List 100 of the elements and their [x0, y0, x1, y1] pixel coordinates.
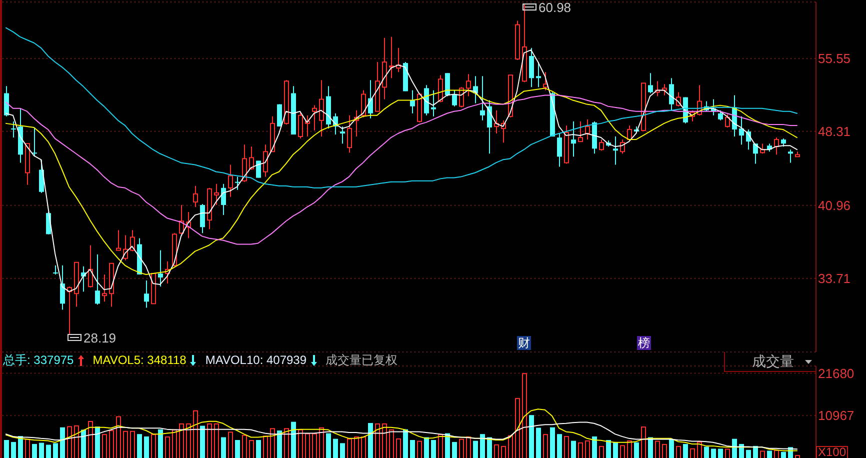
- bar: [200, 426, 205, 458]
- candlestick: [410, 90, 415, 114]
- bar: [340, 443, 345, 458]
- bar: [291, 422, 296, 458]
- y-axis-title: X100: [816, 445, 848, 458]
- annotation: 成交量已复权: [326, 353, 398, 367]
- bar: [487, 437, 492, 458]
- bar: [480, 434, 485, 458]
- candlestick: [571, 120, 576, 158]
- annotation: 成交量: [752, 353, 794, 370]
- candlestick: [95, 254, 100, 306]
- bar: [277, 430, 282, 458]
- candlestick: [193, 185, 198, 208]
- bar: [445, 433, 450, 458]
- bar: [53, 443, 58, 458]
- candlestick: [613, 136, 618, 166]
- y-tick-label: 40.96: [818, 198, 851, 214]
- bar: [32, 444, 37, 458]
- candlestick: [319, 80, 324, 138]
- bar: [529, 415, 534, 458]
- line-series: [6, 94, 798, 245]
- bar: [424, 437, 429, 458]
- candlestick: [144, 280, 149, 308]
- bar: [4, 440, 9, 458]
- candlestick: [347, 114, 352, 154]
- candlestick: [214, 183, 219, 206]
- bar: [326, 433, 331, 458]
- bar: [683, 444, 688, 458]
- candlestick: [60, 264, 65, 310]
- candlestick: [480, 76, 485, 121]
- bar: [221, 437, 226, 458]
- annotation: 总手: 337975: [3, 353, 74, 367]
- bar: [431, 440, 436, 458]
- bar: [746, 450, 751, 458]
- bar: [158, 429, 163, 458]
- candlestick: [53, 264, 58, 275]
- bar: [46, 444, 51, 458]
- bar: [753, 446, 758, 458]
- bar: [256, 440, 261, 458]
- bar: [473, 440, 478, 458]
- bar: [571, 440, 576, 458]
- bar: [613, 442, 618, 458]
- candlestick: [431, 90, 436, 117]
- candlestick: [200, 203, 205, 234]
- candlestick: [452, 90, 457, 107]
- candlestick: [158, 250, 163, 288]
- candlestick: [4, 86, 9, 117]
- bar: [333, 438, 338, 458]
- bar: [634, 442, 639, 458]
- candlestick: [11, 120, 16, 138]
- annotation: 60.98: [538, 0, 572, 15]
- annotation: MAVOL5: 348118: [92, 353, 186, 367]
- bar: [18, 436, 23, 458]
- y-tick-label: 48.31: [818, 124, 851, 139]
- candlestick: [445, 72, 450, 97]
- bar: [144, 436, 149, 458]
- bar: [368, 422, 373, 458]
- bar: [704, 446, 709, 458]
- candlestick: [739, 116, 744, 146]
- candlestick: [249, 146, 254, 170]
- bar: [410, 440, 415, 458]
- candlestick: [536, 62, 541, 88]
- y-tick-label: 55.55: [818, 51, 851, 66]
- candlestick: [221, 183, 226, 216]
- line-series: [6, 27, 798, 188]
- candlestick: [788, 149, 793, 164]
- candlestick: [753, 143, 758, 164]
- bar: [711, 448, 716, 458]
- annotation: MAVOL10: 407939: [205, 353, 307, 367]
- bar: [452, 442, 457, 458]
- bar: [767, 450, 772, 458]
- candlestick: [368, 80, 373, 119]
- candlestick: [382, 37, 387, 100]
- bar: [557, 434, 562, 458]
- candlestick: [669, 78, 674, 111]
- annotation: 财: [517, 336, 531, 350]
- bar: [732, 438, 737, 458]
- bar: [137, 434, 142, 458]
- candlestick: [718, 110, 723, 121]
- candlestick: [648, 72, 653, 94]
- bar: [95, 426, 100, 458]
- candlestick: [557, 133, 562, 168]
- bar: [403, 429, 408, 458]
- annotation: 榜: [637, 336, 651, 350]
- bar: [11, 442, 16, 458]
- candlestick: [228, 164, 233, 198]
- bar: [235, 440, 240, 458]
- candlestick: [529, 47, 534, 88]
- bar: [536, 428, 541, 458]
- bar: [669, 439, 674, 458]
- y-tick-label: 33.71: [818, 271, 851, 286]
- bar: [592, 436, 597, 458]
- candlestick: [340, 126, 345, 144]
- bar: [550, 427, 555, 458]
- dropdown: 成交量: [724, 352, 816, 372]
- bar: [60, 427, 65, 458]
- annotation: 28.19: [84, 330, 116, 346]
- candlestick: [263, 144, 268, 178]
- y-tick-label: 21680: [818, 366, 854, 381]
- bar: [81, 430, 86, 458]
